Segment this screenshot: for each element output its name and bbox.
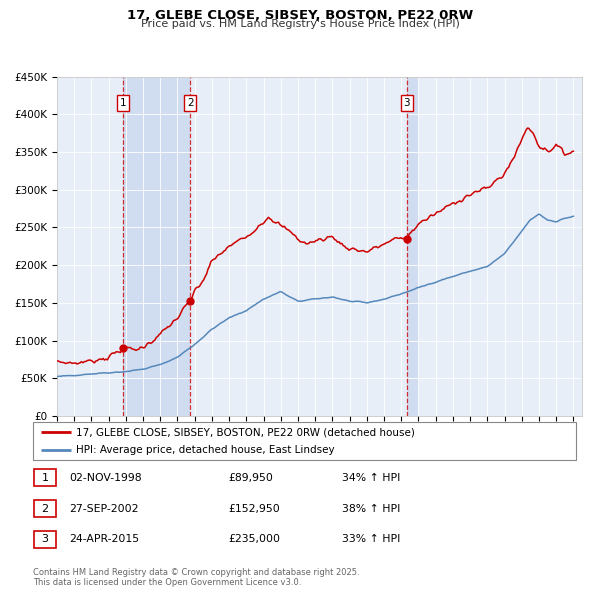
Text: 1: 1 — [41, 473, 49, 483]
Text: HPI: Average price, detached house, East Lindsey: HPI: Average price, detached house, East… — [76, 445, 335, 455]
Bar — [123, 77, 190, 416]
Text: £235,000: £235,000 — [228, 535, 280, 544]
Text: 27-SEP-2002: 27-SEP-2002 — [69, 504, 139, 513]
Bar — [407, 77, 419, 416]
Text: £89,950: £89,950 — [228, 473, 273, 483]
Text: 3: 3 — [403, 98, 410, 108]
Text: Contains HM Land Registry data © Crown copyright and database right 2025.
This d: Contains HM Land Registry data © Crown c… — [33, 568, 359, 587]
Text: 02-NOV-1998: 02-NOV-1998 — [69, 473, 142, 483]
Text: £152,950: £152,950 — [228, 504, 280, 513]
Text: 3: 3 — [41, 535, 49, 544]
Text: 1: 1 — [120, 98, 127, 108]
Text: 17, GLEBE CLOSE, SIBSEY, BOSTON, PE22 0RW: 17, GLEBE CLOSE, SIBSEY, BOSTON, PE22 0R… — [127, 9, 473, 22]
Text: 2: 2 — [41, 504, 49, 513]
Text: Price paid vs. HM Land Registry's House Price Index (HPI): Price paid vs. HM Land Registry's House … — [140, 19, 460, 30]
Text: 33% ↑ HPI: 33% ↑ HPI — [342, 535, 400, 544]
Text: 34% ↑ HPI: 34% ↑ HPI — [342, 473, 400, 483]
Text: 24-APR-2015: 24-APR-2015 — [69, 535, 139, 544]
Text: 17, GLEBE CLOSE, SIBSEY, BOSTON, PE22 0RW (detached house): 17, GLEBE CLOSE, SIBSEY, BOSTON, PE22 0R… — [76, 427, 415, 437]
Text: 2: 2 — [187, 98, 194, 108]
Text: 38% ↑ HPI: 38% ↑ HPI — [342, 504, 400, 513]
